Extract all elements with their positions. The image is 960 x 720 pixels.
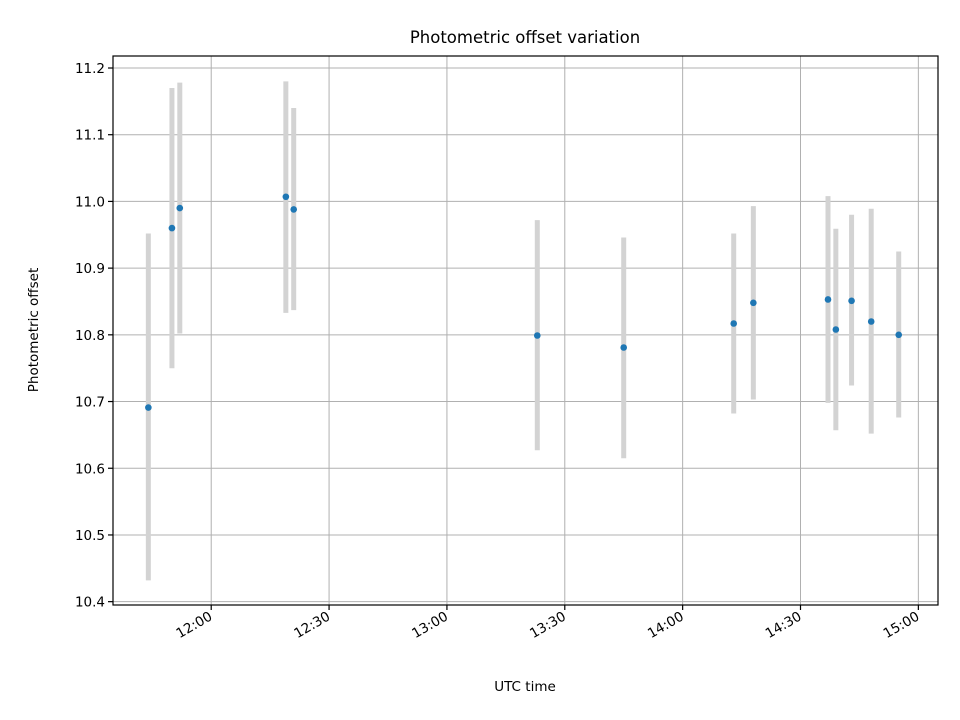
data-point [290, 206, 298, 213]
y-tick-label: 10.8 [75, 328, 105, 344]
plot-frame [112, 55, 939, 606]
y-tick-label: 10.7 [75, 395, 105, 411]
y-tick-label: 11.2 [75, 61, 105, 77]
data-point [867, 318, 875, 325]
y-axis-label: Photometric offset [26, 268, 42, 392]
y-tick-label: 10.9 [75, 261, 105, 277]
y-tick-label: 10.6 [75, 461, 105, 477]
data-point [145, 404, 152, 411]
y-axis-ticks: 10.4 10.5 10.6 10.7 10.8 10.9 11.0 11.1 11.2 [75, 61, 113, 611]
data-point [848, 297, 855, 305]
data-point [620, 344, 628, 351]
grid [113, 56, 938, 605]
data-point [168, 224, 176, 232]
data-point [282, 193, 290, 201]
data-point [176, 204, 184, 212]
x-axis-label: UTC time [494, 679, 556, 695]
data-point [895, 331, 903, 339]
y-tick-label: 11.1 [75, 128, 105, 144]
data-points [145, 193, 903, 411]
data-point [750, 299, 757, 307]
y-tick-label: 10.4 [75, 595, 105, 611]
data-point [832, 326, 840, 333]
y-tick-label: 10.5 [75, 528, 105, 544]
data-point [533, 332, 541, 339]
y-tick-label: 11.0 [75, 194, 105, 210]
data-point [824, 296, 832, 303]
data-point [730, 320, 738, 327]
chart-title: Photometric offset variation [410, 28, 640, 47]
